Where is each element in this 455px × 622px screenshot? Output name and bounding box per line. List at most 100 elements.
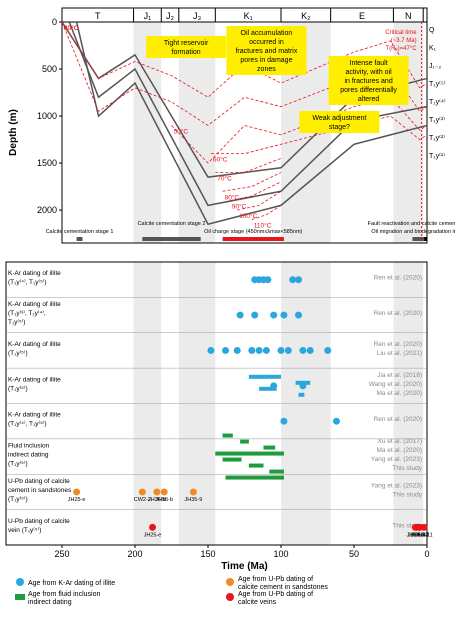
row-ref: Ren et al. (2020) bbox=[374, 275, 422, 282]
x-tick-label: 0 bbox=[424, 549, 429, 559]
row-ref: Yang et al. (2023) bbox=[371, 482, 422, 489]
stage-bar bbox=[76, 237, 83, 241]
legend-marker bbox=[15, 594, 25, 600]
row-label: U-Pb dating of calcite cement in sandston… bbox=[8, 478, 72, 503]
isotherm-label: 70°C bbox=[217, 174, 232, 182]
vein-label: JH9-13 bbox=[411, 532, 429, 538]
row-ref: This study bbox=[392, 491, 422, 498]
row-ref: Wang et al. (2020) bbox=[369, 381, 422, 388]
row-ref: Liu et al. (2021) bbox=[377, 350, 422, 357]
callout-text: Oil accumulation bbox=[241, 30, 293, 37]
stage-label: Oil migration and biodegradation in frac… bbox=[371, 229, 455, 235]
stratum-label: K₁ bbox=[429, 45, 437, 52]
x-tick-label: 250 bbox=[54, 549, 69, 559]
callout-bg bbox=[146, 36, 227, 58]
row-ref: Ren et al. (2020) bbox=[374, 416, 422, 423]
stratum-label: T₁y⁽⁴⁾ bbox=[429, 98, 446, 106]
callout-text: fractures and matrix bbox=[235, 48, 297, 55]
legend: Age from K-Ar dating of illite Age from f… bbox=[15, 576, 328, 606]
row-label-text: (T₁y⁽⁵⁾) bbox=[8, 460, 28, 468]
isotherm bbox=[251, 205, 282, 220]
callout-text: altered bbox=[358, 96, 380, 103]
stratum-label: T₁y⁽²⁾ bbox=[429, 134, 445, 142]
stage-bar bbox=[412, 237, 425, 241]
legend-label: calcite veins bbox=[238, 599, 277, 606]
upb-label: JH25-e bbox=[68, 497, 86, 503]
row-label: K-Ar dating of illite(T₁y⁽⁴⁾, T₁y⁽⁵⁾) bbox=[8, 270, 61, 286]
period-label: J₃ bbox=[193, 11, 202, 21]
row-ref: Yang et al. (2023) bbox=[371, 456, 422, 463]
y-tick-label: 500 bbox=[42, 64, 57, 74]
kar-point bbox=[251, 311, 259, 319]
isotherm-label: 40°C bbox=[64, 24, 79, 32]
row-label-text: U-Pb dating of calcite bbox=[8, 518, 70, 525]
vein-label: JH9-14 bbox=[406, 532, 424, 538]
x-tick-label: 100 bbox=[273, 549, 288, 559]
isotherm-label: 110°C bbox=[254, 221, 272, 229]
kar-point bbox=[295, 311, 303, 319]
fi-bar bbox=[263, 445, 276, 450]
callout-text: Weak adjustment bbox=[312, 115, 366, 122]
period-label: K₁ bbox=[244, 11, 253, 21]
isotherm-label: 50°C bbox=[174, 127, 189, 135]
kar-point bbox=[222, 346, 230, 354]
stratum-label: T₁y⁽¹⁾ bbox=[429, 152, 445, 160]
isotherm bbox=[222, 172, 282, 192]
vein-label: JH9-11 bbox=[415, 532, 432, 538]
kar-point bbox=[284, 346, 292, 354]
callout-text: Tight reservoir bbox=[164, 40, 209, 47]
isotherm bbox=[229, 181, 282, 202]
y-axis-title: Depth (m) bbox=[8, 109, 19, 156]
critical-time-label: (~3.7 Ma) bbox=[391, 38, 417, 44]
period-label: J₁ bbox=[144, 11, 152, 21]
fi-bar bbox=[240, 439, 249, 444]
fi-bar bbox=[215, 451, 284, 456]
row-label-text: Fluid inclusion bbox=[8, 443, 50, 450]
row-ref: Xu et al. (2017) bbox=[378, 438, 422, 445]
callout-bg bbox=[299, 111, 380, 133]
kar-point bbox=[255, 346, 263, 354]
stage-bar bbox=[222, 237, 284, 241]
row-label-text: K-Ar dating of illite bbox=[8, 270, 61, 277]
stratum-label: J₁₋₂ bbox=[429, 63, 442, 70]
kar-point bbox=[233, 346, 241, 354]
callout-bg bbox=[328, 56, 409, 105]
stratum-label: T₁y⁽⁵⁾ bbox=[429, 80, 446, 88]
stage-bar bbox=[142, 237, 201, 241]
critical-time-label: T(Rₒ)=47°C bbox=[385, 46, 417, 52]
kar-point bbox=[236, 311, 244, 319]
legend-marker bbox=[226, 593, 234, 601]
kar-point bbox=[264, 276, 272, 284]
fi-bar bbox=[269, 469, 284, 474]
kar-point bbox=[262, 346, 270, 354]
y-tick-label: 0 bbox=[52, 17, 57, 27]
legend-label: Age from fluid inclusion bbox=[28, 591, 100, 598]
vein-point bbox=[149, 523, 157, 531]
vein-label: JH25-8 bbox=[408, 532, 426, 538]
kar-point bbox=[270, 311, 278, 319]
callout-bg bbox=[226, 26, 307, 75]
row-label-text: U-Pb dating of calcite bbox=[8, 478, 70, 485]
callout-text: Intense fault bbox=[350, 60, 388, 67]
stage-label: Calcite cementation stage 1 bbox=[46, 229, 114, 235]
callout: Weak adjustment stage? bbox=[299, 111, 380, 133]
callout-text: stage? bbox=[329, 124, 350, 131]
row-label-text: (T₁y⁽⁵⁾) bbox=[8, 384, 28, 392]
row-label: K-Ar dating of illite(T₁y⁽³⁾, T₁y⁽⁴⁾,T₁y… bbox=[8, 301, 61, 326]
callout: Tight reservoir formation bbox=[146, 36, 227, 58]
upb-label: CW2-2 bbox=[134, 497, 151, 503]
legend-label: Age from K-Ar dating of illite bbox=[28, 580, 115, 587]
legend-marker bbox=[16, 578, 24, 586]
upb-point bbox=[160, 488, 168, 496]
isotherm bbox=[61, 21, 428, 126]
isotherm-label: 80°C bbox=[225, 193, 240, 201]
kar-point bbox=[248, 346, 256, 354]
callout: Oil accumulation occurred in fractures and… bbox=[226, 26, 307, 75]
row-label: K-Ar dating of illite(T₁y⁽⁵⁾) bbox=[8, 376, 61, 392]
kar-point bbox=[207, 346, 215, 354]
legend-label: indirect dating bbox=[28, 599, 72, 606]
row-label: K-Ar dating of illite(T₁y⁽⁵⁾) bbox=[8, 341, 61, 357]
kar-bar bbox=[259, 386, 277, 391]
